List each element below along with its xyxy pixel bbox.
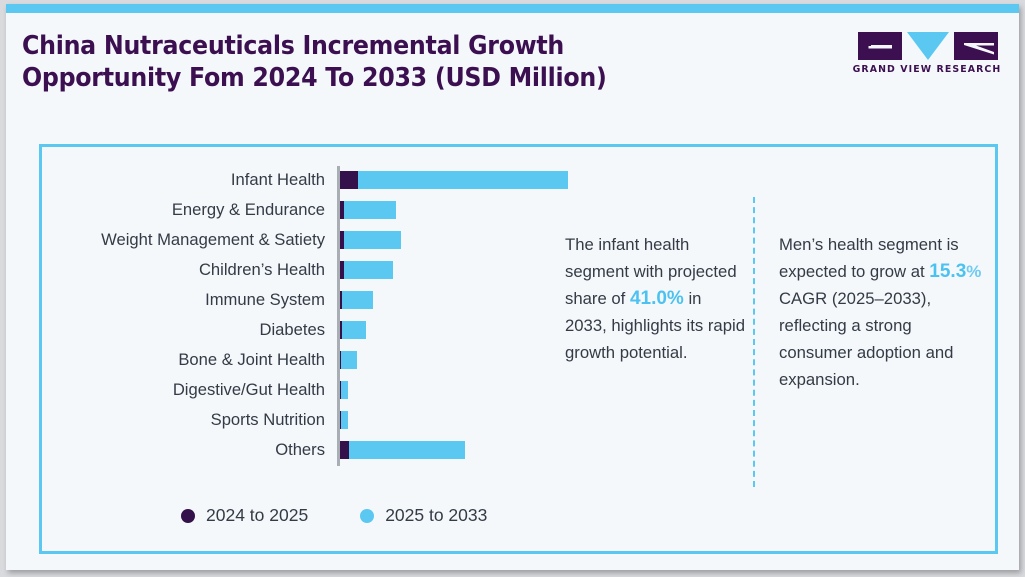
legend-dot-icon (360, 508, 375, 523)
page-title: China Nutraceuticals Incremental Growth … (22, 31, 607, 93)
callout-1-before: The infant health segment with projected… (565, 235, 737, 308)
bar-segment-2025-2033[interactable] (343, 261, 393, 279)
bar-segment-2024-2025[interactable] (339, 261, 344, 279)
bar-row: Infant Health (42, 166, 568, 194)
bar-row: Bone & Joint Health (42, 346, 562, 374)
callout-2-before: Men’s health segment is expected to grow… (779, 235, 959, 281)
grand-view-research-logo: GRAND VIEW RESEARCH (852, 32, 1002, 80)
bar-segment-2025-2033[interactable] (343, 201, 396, 219)
callout-1-highlight: 41.0% (629, 288, 684, 309)
bar-segment-2024-2025[interactable] (339, 321, 342, 339)
bar-segment-2025-2033[interactable] (348, 441, 465, 459)
callout-2-highlight: 15.3 (929, 261, 967, 282)
stacked-bar[interactable] (339, 351, 357, 369)
bar-row: Digestive/Gut Health (42, 376, 562, 404)
bar-category-label: Children’s Health (198, 260, 325, 279)
bar-category-label: Digestive/Gut Health (172, 380, 325, 399)
bar-category-label: Bone & Joint Health (178, 350, 325, 369)
stacked-bar[interactable] (339, 201, 396, 219)
bar-category-label: Immune System (205, 290, 325, 309)
bar-segment-2025-2033[interactable] (341, 351, 357, 369)
bar-row: Diabetes (42, 316, 562, 344)
chart-frame: Infant Health Energy & Endurance Weight Ma… (39, 144, 998, 554)
stacked-bar[interactable] (339, 381, 348, 399)
bar-category-label: Sports Nutrition (210, 410, 325, 429)
bar-segment-2025-2033[interactable] (342, 321, 366, 339)
bar-segment-2024-2025[interactable] (339, 381, 341, 399)
callout-mens-health: Men’s health segment is expected to grow… (779, 231, 984, 393)
callout-2-after: CAGR (2025–2033), reflecting a strong co… (779, 289, 954, 389)
bar-segment-2024-2025[interactable] (339, 231, 344, 249)
bar-row: Others (42, 436, 562, 464)
stacked-bar[interactable] (339, 291, 373, 309)
stacked-bar[interactable] (339, 441, 465, 459)
callout-1-after: in 2033, highlights its rapid growth pot… (565, 289, 745, 362)
bar-segment-2025-2033[interactable] (340, 411, 348, 429)
bar-segment-2024-2025[interactable] (339, 201, 344, 219)
legend-item[interactable]: 2024 to 2025 (181, 505, 308, 526)
legend-dot-icon (181, 508, 195, 523)
bar-category-label: Others (275, 440, 325, 459)
legend-label: 2025 to 2033 (385, 505, 488, 525)
bar-row: Sports Nutrition (42, 406, 562, 434)
bar-segment-2024-2025[interactable] (339, 411, 341, 429)
bar-segment-2025-2033[interactable] (342, 291, 373, 309)
bar-row: Weight Management & Satiety (42, 226, 562, 254)
bar-category-label: Energy & Endurance (171, 200, 325, 219)
stacked-bar[interactable] (339, 321, 366, 339)
bar-category-label: Weight Management & Satiety (101, 230, 325, 249)
stacked-bar[interactable] (339, 231, 401, 249)
bar-segment-2025-2033[interactable] (343, 231, 401, 249)
bar-segment-2024-2025[interactable] (339, 171, 358, 189)
stacked-bar[interactable] (339, 171, 568, 189)
chart-plot-area: Infant Health Energy & Endurance Weight Ma… (42, 147, 1001, 557)
bar-row: Energy & Endurance (42, 196, 562, 224)
bar-row: Immune System (42, 286, 562, 314)
bar-segment-2024-2025[interactable] (339, 441, 349, 459)
bar-segment-2024-2025[interactable] (339, 351, 341, 369)
bar-category-label: Infant Health (230, 170, 325, 189)
triangle-icon (907, 32, 949, 60)
bar-segment-2025-2033[interactable] (340, 381, 348, 399)
legend-label: 2024 to 2025 (206, 505, 309, 525)
bar-category-label: Diabetes (259, 320, 326, 339)
y-axis-line (337, 166, 340, 466)
top-accent-bar (6, 4, 1019, 13)
bar-row: Children’s Health (42, 256, 562, 284)
chart-legend: 2024 to 2025 2025 to 2033 (181, 505, 487, 526)
bar-segment-2025-2033[interactable] (357, 171, 568, 189)
gvr-logo-mark (858, 32, 998, 60)
stacked-bar[interactable] (339, 411, 348, 429)
chart-card: China Nutraceuticals Incremental Growth … (6, 4, 1019, 570)
stacked-bar[interactable] (339, 261, 393, 279)
callout-infant-health: The infant health segment with projected… (565, 231, 745, 366)
callout-2-highlight-percent: % (966, 262, 982, 281)
legend-item[interactable]: 2025 to 2033 (360, 505, 487, 526)
bar-segment-2024-2025[interactable] (339, 291, 342, 309)
logo-wordmark: GRAND VIEW RESEARCH (852, 64, 1002, 75)
callout-divider (753, 197, 755, 487)
